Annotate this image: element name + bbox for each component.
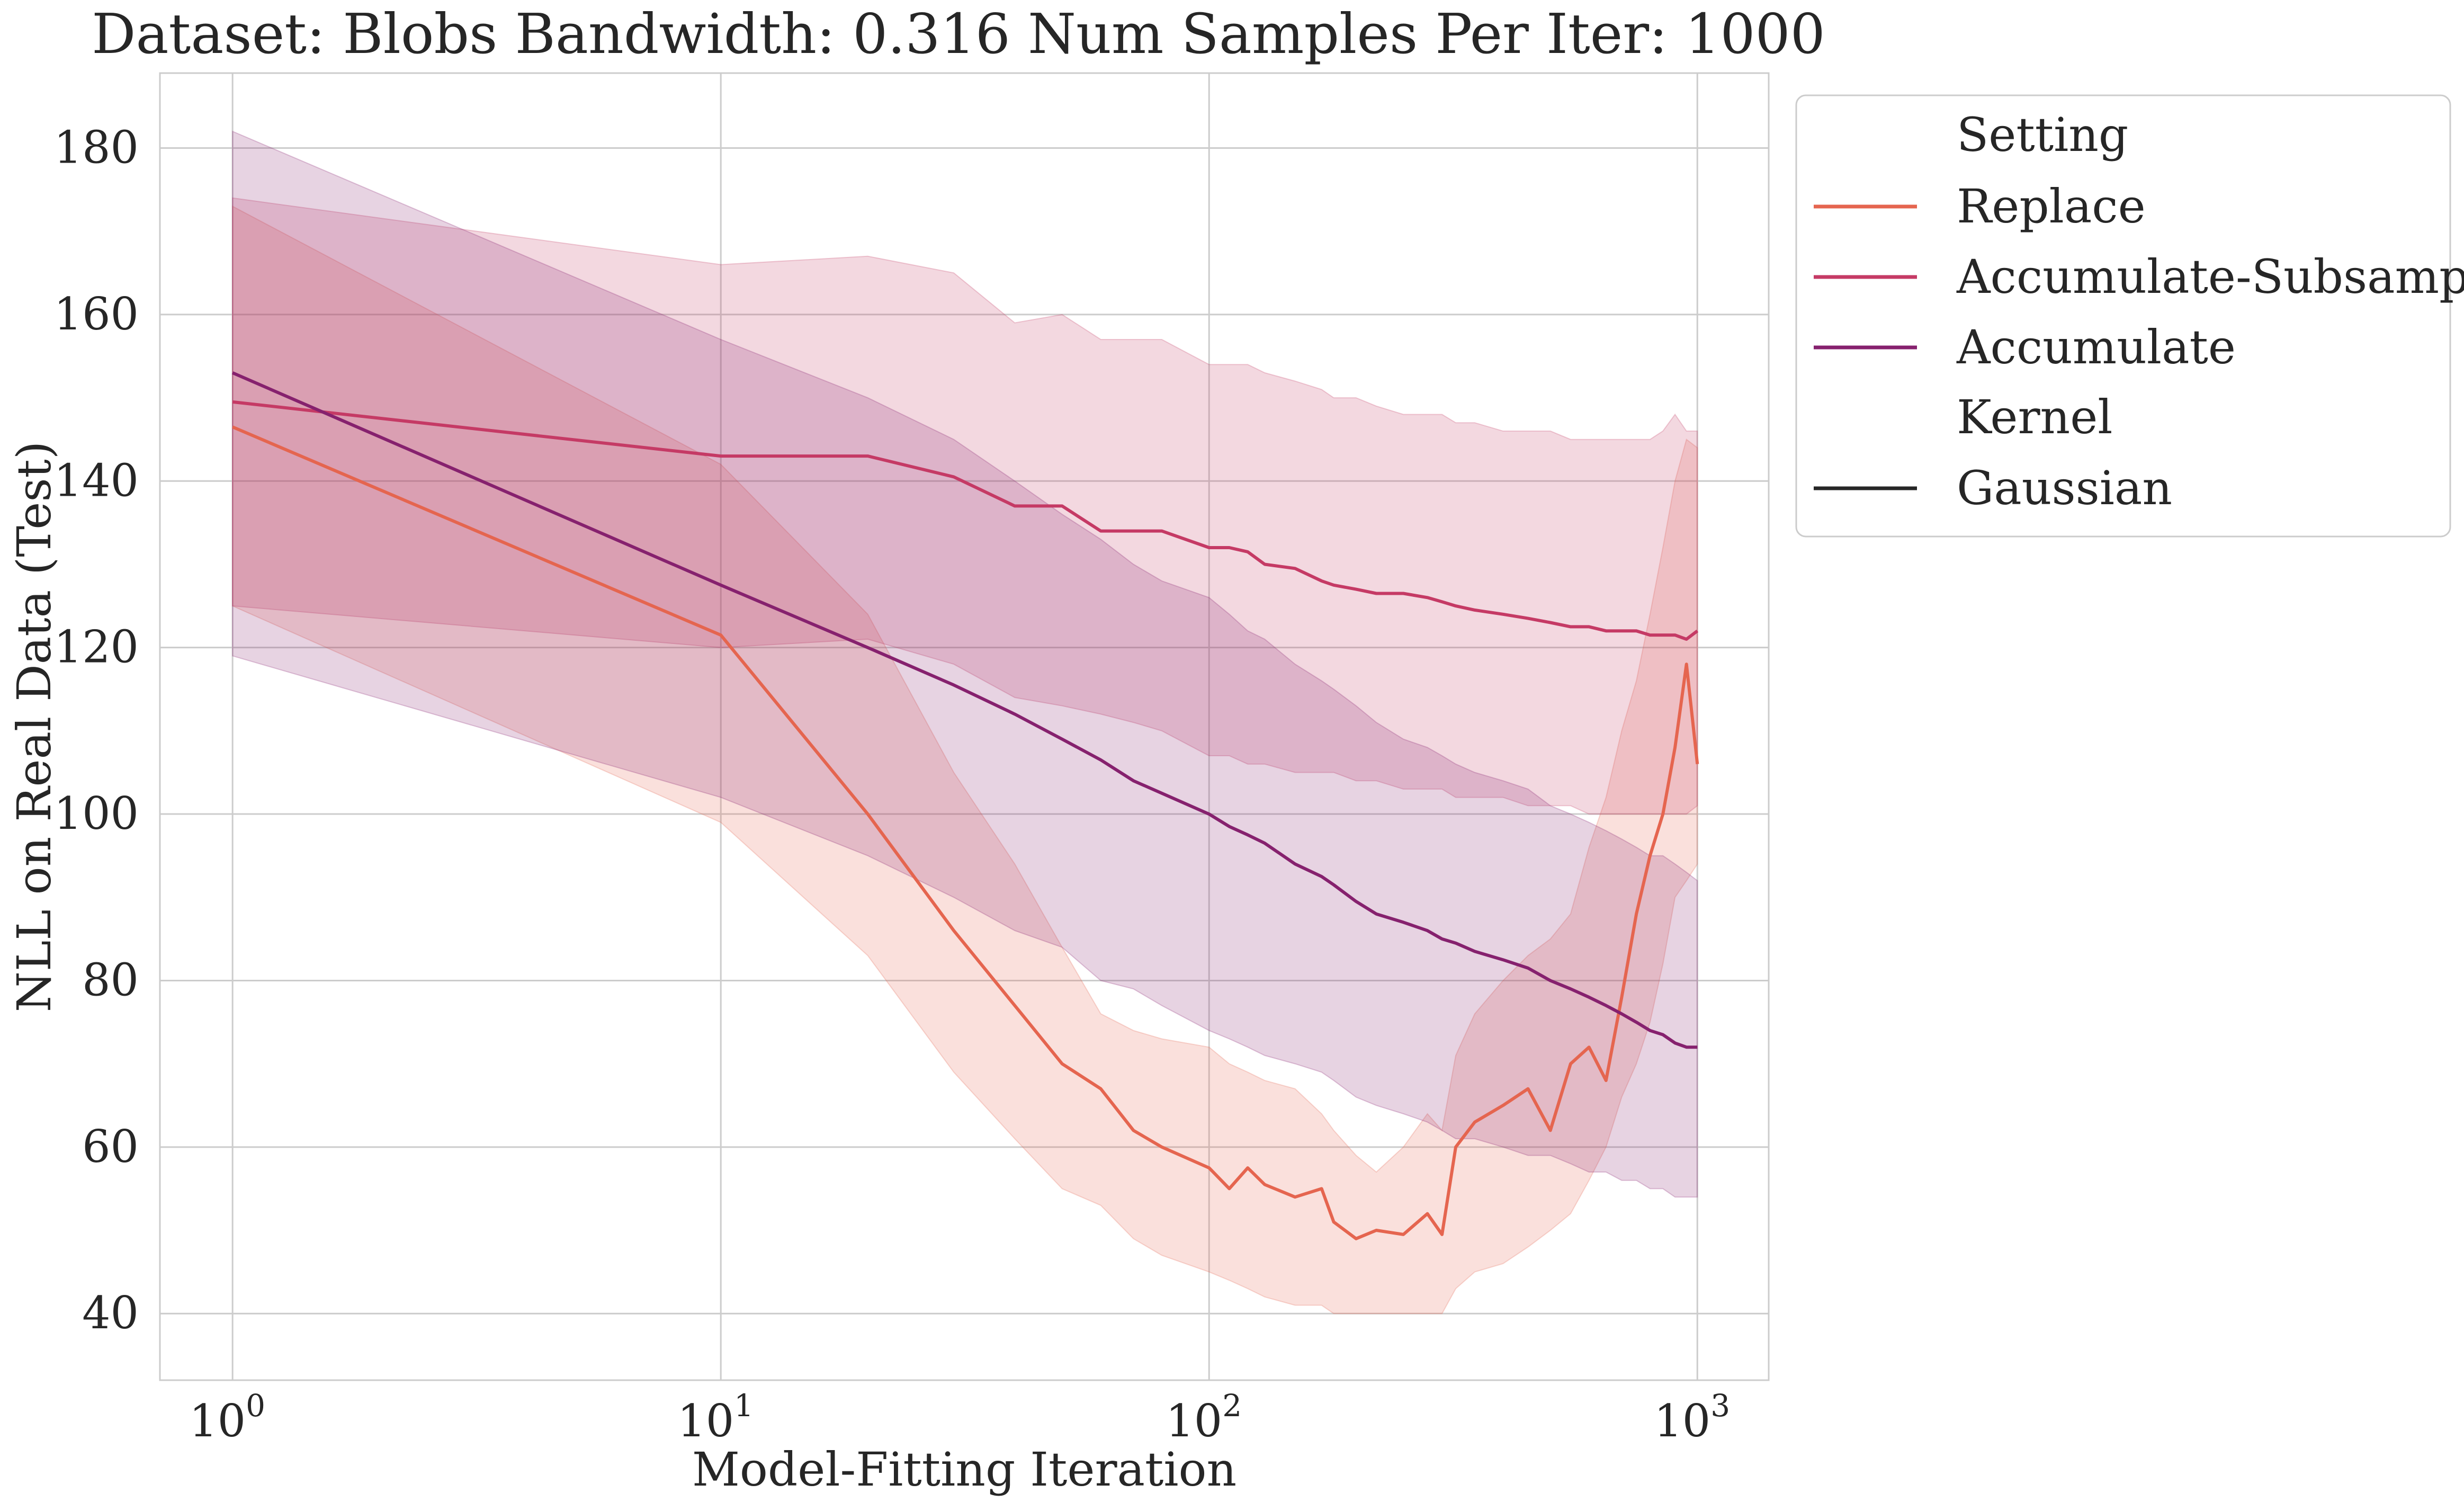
x-tick-base: 10 (1654, 1395, 1710, 1447)
plot-area (159, 72, 1770, 1381)
x-tick-exponent: 2 (1222, 1388, 1242, 1424)
confidence-bands (232, 130, 1698, 1315)
chart-title: Dataset: Blobs Bandwidth: 0.316 Num Samp… (92, 2, 1825, 66)
legend: Setting Replace Accumulate-Subsample Accum… (1795, 94, 2464, 538)
x-tick-exponent: 1 (734, 1388, 754, 1424)
confidence-band (232, 197, 1698, 815)
y-tick-label: 60 (82, 1121, 139, 1173)
y-tick-label: 160 (54, 288, 139, 340)
y-tick-label: 120 (54, 621, 139, 673)
y-tick-label: 180 (54, 121, 139, 173)
x-tick-label: 103 (1654, 1388, 1730, 1447)
legend-box (1795, 94, 2451, 538)
y-tick-label: 80 (82, 954, 139, 1006)
legend-setting-header: Setting (1957, 108, 2128, 162)
x-tick-label: 102 (1166, 1388, 1242, 1447)
legend-label: Replace (1957, 179, 2146, 234)
grid-lines (160, 73, 1769, 1380)
x-axis-label: Model-Fitting Iteration (692, 1442, 1237, 1497)
legend-kernel-entry: Gaussian (1957, 461, 2172, 515)
x-tick-base: 10 (1166, 1395, 1222, 1447)
plot-background (160, 73, 1769, 1380)
legend-label: Accumulate-Subsample (1956, 249, 2464, 304)
series-lines (231, 371, 1699, 1240)
x-tick-base: 10 (189, 1395, 246, 1447)
x-tick-exponent: 0 (246, 1388, 265, 1424)
confidence-band (232, 205, 1698, 1315)
y-tick-label: 40 (82, 1287, 139, 1339)
legend-label: Accumulate (1956, 320, 2236, 374)
x-axis-ticks: 100 101 102 103 (189, 1388, 1730, 1447)
y-axis-ticks: 40 60 80 100 120 140 160 180 (54, 121, 139, 1339)
x-tick-label: 100 (189, 1388, 265, 1447)
legend-series-entries: Replace Accumulate-Subsample Accumulate (1814, 179, 2464, 374)
confidence-band (232, 130, 1698, 1198)
x-tick-base: 10 (677, 1395, 734, 1447)
x-tick-label: 101 (677, 1388, 754, 1447)
series-line (231, 425, 1699, 1240)
plot-frame (159, 72, 1770, 1381)
y-tick-label: 140 (54, 454, 139, 506)
y-tick-label: 100 (54, 788, 139, 839)
x-tick-exponent: 3 (1710, 1388, 1730, 1424)
y-axis-label: NLL on Real Data (Test) (7, 441, 61, 1012)
series-line (231, 371, 1698, 1049)
series-line (232, 400, 1699, 641)
legend-kernel-header: Kernel (1957, 390, 2112, 444)
